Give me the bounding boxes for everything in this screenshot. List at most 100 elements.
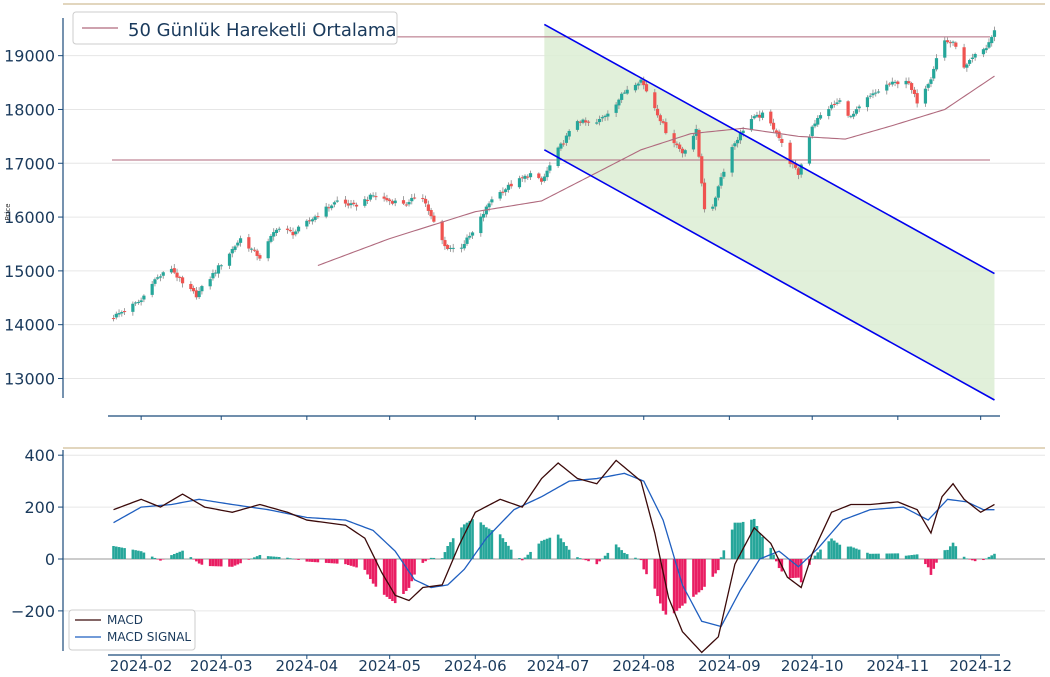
macd-histogram-bar	[678, 558, 681, 609]
candle-body	[479, 216, 483, 234]
macd-histogram-bar	[982, 558, 985, 561]
candle-body	[481, 213, 486, 218]
candle-body	[122, 311, 127, 313]
macd-histogram-bar	[896, 553, 900, 559]
macd-histogram-bar	[943, 550, 947, 559]
macd-histogram-bar	[479, 522, 483, 559]
macd-histogram-bar	[871, 553, 875, 559]
macd-histogram-bar	[316, 558, 320, 563]
macd-histogram-bar	[142, 552, 146, 559]
macd-histogram-bar	[429, 557, 433, 559]
candle-body	[421, 198, 425, 200]
macd-histogram-bar	[410, 558, 414, 582]
candle-body	[600, 117, 604, 119]
candle-body	[965, 64, 969, 68]
candle-body	[683, 150, 687, 154]
candle-body	[876, 91, 881, 93]
macd-histogram-bar	[230, 558, 234, 567]
macd-histogram-bar	[150, 556, 154, 559]
candle-body	[517, 178, 522, 188]
candle-body	[131, 303, 135, 312]
macd-histogram-bar	[758, 533, 762, 559]
macd-histogram-bar	[951, 542, 955, 559]
candle-body	[887, 83, 892, 85]
macd-histogram-bar	[393, 558, 397, 604]
candle-body	[910, 83, 914, 90]
x-tick-label: 2024-11	[866, 657, 929, 675]
macd-histogram-bar	[286, 557, 289, 559]
macd-histogram-bar	[946, 549, 949, 559]
candle-body	[252, 249, 256, 251]
macd-histogram-bar	[518, 558, 521, 559]
candle-body	[562, 143, 566, 145]
macd-histogram-bar	[501, 538, 505, 559]
candle-body	[219, 265, 223, 267]
price-panel: 13000 14000 15000 16000 17000 18000 19000 Price	[4, 3, 1045, 420]
macd-histogram-bar	[625, 554, 629, 559]
channel-upper-line	[543, 23, 995, 275]
candle-body	[578, 121, 582, 123]
candle-body	[912, 89, 916, 95]
candle-body	[603, 115, 607, 118]
candle-body	[813, 123, 817, 127]
macd-histogram-bar	[857, 549, 861, 559]
macd-histogram-bar	[987, 556, 991, 559]
candle-body	[134, 302, 138, 304]
macd-histogram-bar	[468, 520, 472, 559]
macd-histogram-bar	[214, 558, 218, 567]
candle-body	[459, 247, 464, 249]
candle-body	[504, 189, 508, 193]
price-y-tick-label: 17000	[4, 154, 55, 173]
macd-histogram-bar	[421, 558, 425, 563]
macd-histogram-bar	[413, 558, 416, 575]
candle-body	[520, 177, 524, 179]
macd-histogram-bar	[755, 525, 759, 559]
macd-histogram-bar	[954, 546, 958, 559]
macd-histogram-bar	[562, 542, 565, 559]
macd-histogram-bar	[211, 558, 215, 567]
candle-body	[865, 97, 870, 108]
candle-body	[349, 203, 353, 206]
macd-panel: −200 0 200 400 2024-02 2024-03 2024-04 2024-05 2…	[11, 446, 1045, 675]
macd-histogram-bar	[120, 547, 124, 559]
macd-histogram-bar	[250, 558, 253, 560]
macd-histogram-bar	[443, 552, 447, 559]
candle-body	[432, 215, 436, 222]
candle-body	[542, 176, 546, 182]
macd-histogram-bar	[750, 519, 753, 559]
macd-histogram-bar	[559, 538, 563, 559]
macd-histogram-bar	[576, 557, 579, 559]
candle-body	[412, 197, 417, 199]
macd-histogram-bar	[424, 558, 427, 562]
macd-histogram-bar	[269, 556, 273, 559]
macd-histogram-bar	[266, 556, 270, 559]
candle-body	[136, 302, 140, 304]
candle-body	[327, 207, 331, 209]
macd-histogram-bar	[236, 558, 240, 565]
candle-body	[653, 92, 657, 109]
candle-body	[158, 276, 163, 278]
macd-histogram-bar	[827, 541, 831, 559]
macd-histogram-bar	[567, 549, 571, 559]
candle-body	[907, 81, 911, 84]
macd-histogram-bar	[305, 558, 309, 562]
macd-histogram-bar	[932, 558, 936, 569]
candle-body	[606, 113, 610, 117]
macd-histogram-bar	[681, 558, 684, 606]
x-tick-label: 2024-08	[612, 657, 675, 675]
macd-histogram-bar	[369, 558, 372, 580]
candle-body	[429, 210, 433, 217]
candle-body	[559, 143, 563, 149]
candle-body	[691, 135, 696, 150]
candle-body	[581, 119, 585, 123]
candle-body	[156, 277, 160, 279]
macd-histogram-bar	[548, 537, 552, 559]
macd-histogram-bar	[661, 558, 665, 611]
candle-body	[846, 101, 850, 116]
candle-body	[794, 164, 798, 168]
macd-histogram-bar	[868, 553, 872, 559]
macd-histogram-bar	[308, 558, 311, 562]
macd-legend-label: MACD	[107, 613, 143, 627]
price-y-tick-label: 15000	[4, 262, 55, 281]
candle-body	[614, 104, 618, 113]
